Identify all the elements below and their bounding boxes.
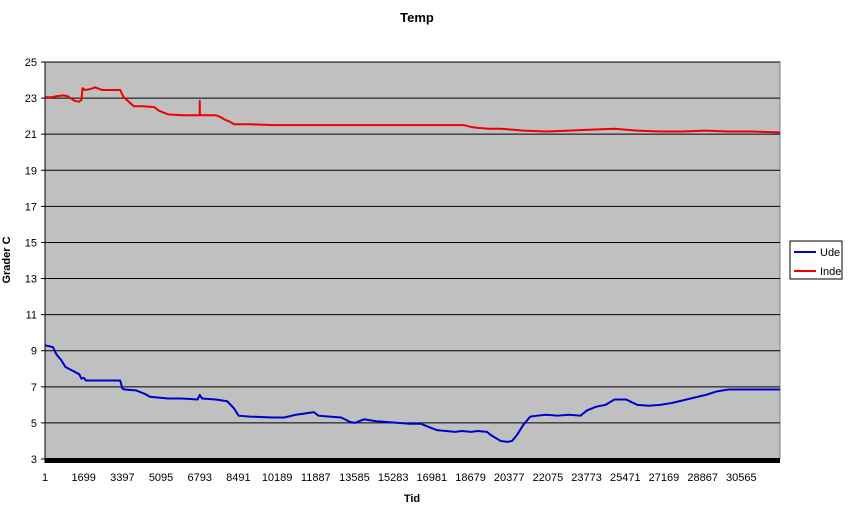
x-tick-label: 15283 bbox=[378, 472, 409, 484]
x-tick-label: 22075 bbox=[533, 472, 564, 484]
y-axis-title: Grader C bbox=[1, 236, 13, 283]
y-tick-label: 3 bbox=[31, 454, 37, 466]
y-tick-label: 7 bbox=[31, 382, 37, 394]
series-line bbox=[45, 86, 781, 134]
series-ude bbox=[44, 344, 780, 443]
legend-label: Ude bbox=[820, 247, 840, 259]
legend-box bbox=[789, 240, 843, 280]
x-axis-band bbox=[45, 458, 780, 463]
x-tick-label: 25471 bbox=[610, 472, 641, 484]
x-tick-label: 27169 bbox=[649, 472, 680, 484]
gridlines bbox=[45, 61, 780, 424]
y-tick-label: 17 bbox=[25, 201, 37, 213]
x-tick-label: 10189 bbox=[262, 472, 293, 484]
y-tick-label: 25 bbox=[25, 57, 37, 69]
x-tick-label: 3397 bbox=[110, 472, 134, 484]
legend: Ude Inde bbox=[789, 240, 843, 280]
y-tick-label: 5 bbox=[31, 418, 37, 430]
x-axis-title: Tid bbox=[404, 493, 420, 505]
x-tick-label: 1699 bbox=[71, 472, 95, 484]
y-tick-label: 15 bbox=[25, 237, 37, 249]
y-tick-label: 23 bbox=[25, 93, 37, 105]
x-tick-label: 13585 bbox=[339, 472, 370, 484]
plot-area bbox=[44, 61, 781, 460]
series-inde bbox=[45, 86, 781, 134]
x-tick-label: 16981 bbox=[417, 472, 448, 484]
y-tick-label: 19 bbox=[25, 165, 37, 177]
axes: 3 5 7 9 11 13 15 17 19 21 23 25 1 1699 3397 5095 6793 849… bbox=[25, 57, 780, 484]
series-line bbox=[44, 344, 780, 443]
x-tick-label: 8491 bbox=[226, 472, 250, 484]
x-tick-label: 6793 bbox=[187, 472, 211, 484]
y-tick-label: 9 bbox=[31, 346, 37, 358]
chart-title: Temp bbox=[400, 10, 434, 25]
legend-label: Inde bbox=[820, 266, 841, 278]
series-layer bbox=[44, 86, 781, 443]
x-tick-label: 1 bbox=[42, 472, 48, 484]
x-tick-label: 18679 bbox=[455, 472, 486, 484]
x-tick-label: 30565 bbox=[726, 472, 757, 484]
x-tick-label: 20377 bbox=[494, 472, 525, 484]
x-tick-label: 11887 bbox=[301, 472, 331, 484]
y-tick-label: 13 bbox=[25, 274, 37, 286]
y-tick-label: 11 bbox=[26, 310, 37, 322]
x-tick-label: 23773 bbox=[571, 472, 602, 484]
x-tick-label: 5095 bbox=[149, 472, 173, 484]
x-tick-label: 28867 bbox=[687, 472, 718, 484]
y-tick-label: 21 bbox=[25, 129, 37, 141]
